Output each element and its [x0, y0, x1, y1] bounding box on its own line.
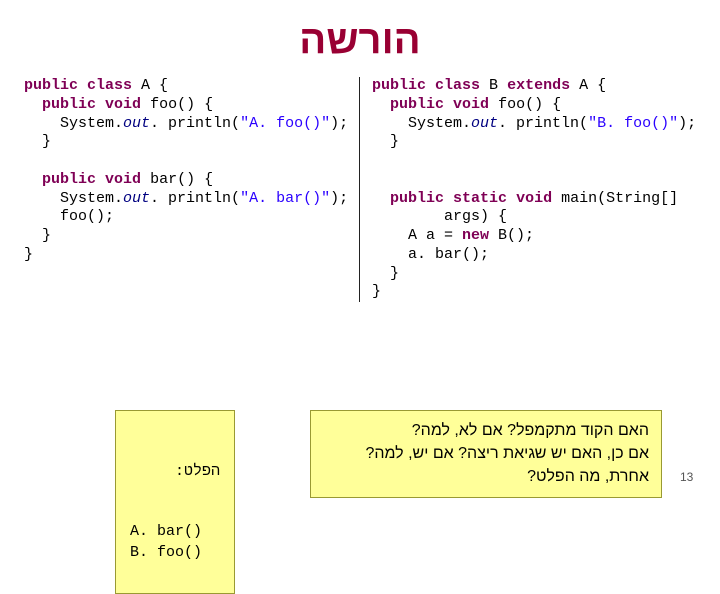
keyword: public: [42, 96, 96, 113]
code-text: foo() {: [141, 96, 213, 113]
code-line: public void foo() {: [372, 96, 696, 115]
code-text: foo();: [24, 208, 114, 225]
code-text: [96, 171, 105, 188]
code-text: }: [24, 227, 51, 244]
code-text: . println(: [498, 115, 588, 132]
code-line: [372, 152, 696, 171]
code-text: . println(: [150, 190, 240, 207]
code-line: System.out. println("B. foo()");: [372, 115, 696, 134]
code-line: System.out. println("A. foo()");: [24, 115, 351, 134]
output-line: A. bar(): [130, 522, 220, 542]
keyword: void: [516, 190, 552, 207]
code-line: System.out. println("A. bar()");: [24, 190, 351, 209]
code-text: );: [330, 190, 348, 207]
code-line: }: [372, 133, 696, 152]
code-text: }: [24, 246, 33, 263]
keyword: extends: [507, 77, 570, 94]
code-line: }: [372, 283, 696, 302]
slide-number: 13: [680, 470, 693, 484]
code-text: [24, 96, 42, 113]
code-line: public static void main(String[]: [372, 190, 696, 209]
question-box: האם הקוד מתקמפל? אם לא, למה?אם כן, האם י…: [310, 410, 662, 498]
code-line: public class B extends A {: [372, 77, 696, 96]
question-line: אם כן, האם יש שגיאת ריצה? אם יש, למה?: [323, 442, 649, 465]
code-right: public class B extends A { public void f…: [360, 77, 696, 302]
output-box: הפלט: A. bar()B. foo(): [115, 410, 235, 594]
code-text: [372, 96, 390, 113]
string-literal: "A. bar()": [240, 190, 330, 207]
keyword: class: [87, 77, 132, 94]
static-ref: out: [123, 190, 150, 207]
code-text: System.: [24, 115, 123, 132]
code-text: System.: [372, 115, 471, 132]
keyword: void: [453, 96, 489, 113]
question-line: האם הקוד מתקמפל? אם לא, למה?: [323, 419, 649, 442]
code-text: . println(: [150, 115, 240, 132]
title-text: הורשה: [299, 18, 420, 62]
code-line: a. bar();: [372, 246, 696, 265]
code-line: }: [24, 227, 351, 246]
keyword: static: [453, 190, 507, 207]
code-text: [78, 77, 87, 94]
static-ref: out: [471, 115, 498, 132]
keyword: void: [105, 96, 141, 113]
keyword: public: [390, 190, 444, 207]
static-ref: out: [123, 115, 150, 132]
code-text: [24, 171, 42, 188]
code-columns: public class A { public void foo() { Sys…: [0, 77, 720, 302]
output-lines: A. bar()B. foo(): [130, 522, 220, 563]
code-text: );: [678, 115, 696, 132]
code-line: public void foo() {: [24, 96, 351, 115]
output-heading: הפלט:: [130, 462, 220, 482]
keyword: class: [435, 77, 480, 94]
code-text: B();: [489, 227, 534, 244]
code-text: }: [24, 133, 51, 150]
code-text: foo() {: [489, 96, 561, 113]
code-text: B: [480, 77, 507, 94]
output-line: B. foo(): [130, 543, 220, 563]
slide-title: הורשה: [0, 0, 720, 77]
code-text: bar() {: [141, 171, 213, 188]
code-line: public void bar() {: [24, 171, 351, 190]
keyword: void: [105, 171, 141, 188]
code-text: [444, 190, 453, 207]
keyword: new: [462, 227, 489, 244]
code-text: [372, 190, 390, 207]
keyword: public: [42, 171, 96, 188]
code-line: public class A {: [24, 77, 351, 96]
code-text: A a =: [372, 227, 462, 244]
string-literal: "A. foo()": [240, 115, 330, 132]
code-text: args) {: [372, 208, 507, 225]
code-line: args) {: [372, 208, 696, 227]
string-literal: "B. foo()": [588, 115, 678, 132]
keyword: public: [390, 96, 444, 113]
code-text: A {: [570, 77, 606, 94]
code-text: }: [372, 283, 381, 300]
code-text: [507, 190, 516, 207]
code-text: [426, 77, 435, 94]
code-text: a. bar();: [372, 246, 489, 263]
keyword: public: [24, 77, 78, 94]
question-line: אחרת, מה הפלט?: [323, 465, 649, 488]
keyword: public: [372, 77, 426, 94]
code-text: System.: [24, 190, 123, 207]
code-line: foo();: [24, 208, 351, 227]
code-text: [444, 96, 453, 113]
code-line: }: [24, 246, 351, 265]
code-line: }: [372, 265, 696, 284]
code-text: }: [372, 133, 399, 150]
code-text: A {: [132, 77, 168, 94]
code-line: [24, 152, 351, 171]
code-text: }: [372, 265, 399, 282]
code-text: main(String[]: [552, 190, 678, 207]
code-line: [372, 171, 696, 190]
code-left: public class A { public void foo() { Sys…: [24, 77, 360, 302]
code-line: }: [24, 133, 351, 152]
code-text: );: [330, 115, 348, 132]
code-text: [96, 96, 105, 113]
code-line: A a = new B();: [372, 227, 696, 246]
